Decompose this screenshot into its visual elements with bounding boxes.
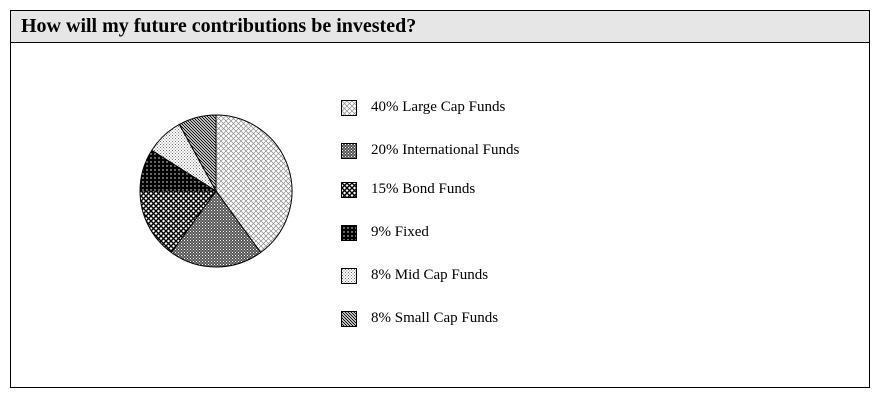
legend-label: 15% Bond Funds [371, 181, 476, 197]
legend-swatch-large-cap [341, 99, 357, 116]
legend-swatch-bond [341, 181, 357, 198]
pie-slice-large-cap [215, 114, 293, 254]
legend-label: 8% Mid Cap Funds [371, 267, 489, 283]
pie-slice-bond [139, 190, 217, 254]
legend-swatch-fixed [341, 224, 357, 241]
pie-chart [139, 114, 293, 268]
legend-swatch-mid-cap [341, 267, 357, 284]
legend-swatch-small-cap [341, 310, 357, 327]
allocation-panel: How will my future contributions be inve… [10, 10, 870, 388]
panel-header: How will my future contributions be inve… [11, 11, 869, 43]
legend-label: 20% International Funds [371, 142, 520, 158]
legend-item-mid-cap: 8% Mid Cap Funds [341, 267, 488, 284]
legend-item-international: 20% International Funds [341, 142, 519, 159]
panel-title: How will my future contributions be inve… [21, 15, 417, 37]
pie-slice-international [170, 190, 262, 268]
pie-slice-small-cap [178, 114, 217, 192]
legend-label: 40% Large Cap Funds [371, 99, 506, 115]
legend-item-large-cap: 40% Large Cap Funds [341, 99, 505, 116]
legend-label: 9% Fixed [371, 224, 429, 240]
legend-swatch-international [341, 142, 357, 159]
legend-item-fixed: 9% Fixed [341, 224, 429, 241]
legend-item-small-cap: 8% Small Cap Funds [341, 310, 498, 327]
legend-label: 8% Small Cap Funds [371, 310, 499, 326]
legend-item-bond: 15% Bond Funds [341, 181, 475, 198]
